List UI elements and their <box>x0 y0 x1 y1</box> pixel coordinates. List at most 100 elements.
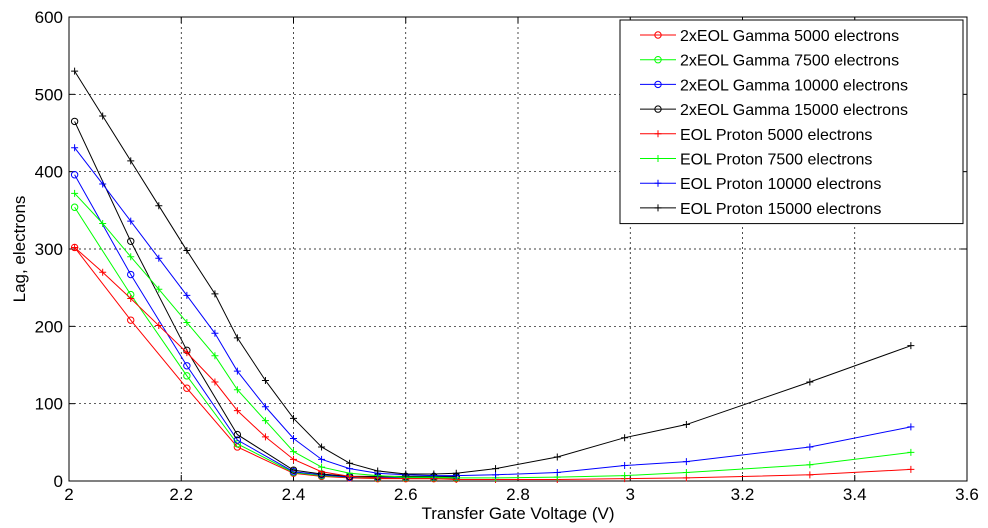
data-point <box>99 268 107 276</box>
x-tick-label: 2.6 <box>394 485 418 504</box>
data-point <box>127 270 135 279</box>
data-point <box>183 362 191 370</box>
legend: 2xEOL Gamma 5000 electrons 2xEOL Gamma 75… <box>619 19 964 225</box>
legend-item: 2xEOL Gamma 15000 electrons <box>640 102 908 119</box>
data-point <box>71 243 79 251</box>
data-point <box>289 466 298 474</box>
series-eol-proton-5000-electrons <box>71 243 915 483</box>
data-point <box>654 204 662 212</box>
series-eol-proton-10000-electrons <box>71 144 915 480</box>
data-point <box>211 378 219 386</box>
series-group <box>70 67 915 483</box>
y-tick-label: 300 <box>35 240 63 259</box>
legend-label: 2xEOL Gamma 5000 electrons <box>680 28 899 45</box>
data-point <box>70 203 79 211</box>
data-point <box>183 349 191 357</box>
data-point <box>907 342 915 350</box>
data-point <box>233 334 241 342</box>
series-eol-proton-15000-electrons <box>71 67 915 478</box>
data-point <box>155 285 163 293</box>
data-point <box>127 217 135 225</box>
legend-item: EOL Proton 10000 electrons <box>640 176 881 193</box>
axis-ticks: 2 2.2 2.4 2.6 2.8 3 3.2 3.4 3.6 0 100 200 300 400 500 6… <box>35 8 979 504</box>
data-point <box>290 448 297 456</box>
data-point <box>99 219 107 227</box>
y-tick-label: 500 <box>35 85 63 104</box>
data-point <box>682 468 690 476</box>
data-point <box>233 440 242 448</box>
data-point <box>233 407 241 415</box>
x-tick-label: 2 <box>64 485 73 504</box>
legend-item: 2xEOL Gamma 5000 electrons <box>640 28 899 45</box>
data-point <box>211 290 219 298</box>
data-point <box>183 384 191 392</box>
legend-label: 2xEOL Gamma 10000 electrons <box>680 77 908 94</box>
legend-item: 2xEOL Gamma 7500 electrons <box>640 53 899 70</box>
data-point <box>183 372 191 380</box>
x-axis-title: Transfer Gate Voltage (V) <box>421 504 614 523</box>
data-point <box>70 117 79 126</box>
legend-label: 2xEOL Gamma 7500 electrons <box>680 53 899 70</box>
data-point <box>806 471 814 479</box>
data-point <box>654 31 662 39</box>
y-axis-title: Lag, electrons <box>10 196 29 303</box>
data-point <box>290 414 297 422</box>
data-point <box>233 386 241 394</box>
data-point <box>99 180 107 188</box>
legend-item: EOL Proton 5000 electrons <box>640 127 872 144</box>
data-point <box>99 112 107 120</box>
x-tick-label: 2.8 <box>506 485 530 504</box>
data-point <box>127 294 135 302</box>
data-point <box>183 318 191 326</box>
data-point <box>71 67 79 75</box>
legend-box <box>619 19 964 225</box>
data-point <box>654 80 662 89</box>
y-tick-label: 100 <box>35 395 63 414</box>
series-line <box>74 247 457 480</box>
y-tick-label: 600 <box>35 8 63 27</box>
legend-label: EOL Proton 7500 electrons <box>680 152 872 169</box>
data-point <box>261 417 269 425</box>
data-point <box>553 453 561 461</box>
data-point <box>71 189 79 197</box>
y-tick-label: 200 <box>35 317 63 336</box>
data-point <box>211 329 219 337</box>
series-line <box>74 174 457 478</box>
x-tick-label: 3.6 <box>955 485 979 504</box>
data-point <box>654 56 662 64</box>
legend-label: EOL Proton 5000 electrons <box>680 127 872 144</box>
data-point <box>374 467 382 475</box>
data-point <box>70 171 79 179</box>
data-point <box>806 443 814 451</box>
data-point <box>127 157 135 165</box>
data-point <box>682 421 690 429</box>
x-tick-label: 3.4 <box>843 485 867 504</box>
data-point <box>452 469 460 477</box>
data-point <box>318 455 326 463</box>
y-tick-label: 400 <box>35 163 63 182</box>
x-tick-label: 2.2 <box>169 485 193 504</box>
data-point <box>907 465 915 473</box>
data-point <box>261 433 269 441</box>
data-point <box>492 465 500 473</box>
data-point <box>654 130 662 138</box>
data-point <box>233 430 242 439</box>
data-point <box>654 179 662 187</box>
data-point <box>71 144 79 152</box>
data-point <box>318 463 326 471</box>
data-point <box>233 436 242 444</box>
legend-label: EOL Proton 10000 electrons <box>680 176 881 193</box>
data-point <box>155 254 163 262</box>
data-point <box>402 470 410 478</box>
data-point <box>211 352 219 360</box>
data-point <box>682 458 690 466</box>
series-line <box>74 206 457 479</box>
data-point <box>806 461 814 469</box>
legend-label: EOL Proton 15000 electrons <box>680 201 881 218</box>
data-point <box>155 322 163 330</box>
x-tick-label: 3 <box>626 485 635 504</box>
data-point <box>346 459 354 467</box>
data-point <box>183 247 191 255</box>
series-eol-proton-7500-electrons <box>71 189 915 482</box>
